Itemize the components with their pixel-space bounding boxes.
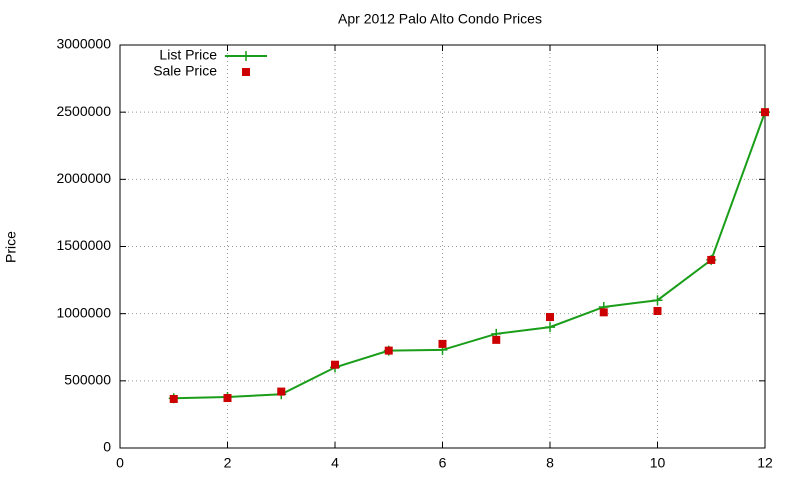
legend-label: Sale Price	[153, 63, 217, 79]
y-tick-label: 1000000	[56, 304, 111, 320]
legend-marker	[242, 68, 250, 76]
x-tick-label: 12	[757, 455, 773, 471]
data-point	[545, 322, 555, 333]
data-point	[707, 255, 716, 264]
plot-frame	[119, 44, 766, 449]
data-point	[277, 387, 286, 396]
x-tick-label: 2	[224, 455, 232, 471]
data-point	[653, 306, 662, 315]
legend-label: List Price	[159, 47, 217, 63]
data-point	[599, 308, 608, 317]
legend-marker	[241, 51, 251, 61]
data-point	[761, 108, 769, 117]
y-tick-label: 2500000	[56, 103, 111, 119]
x-tick-label: 10	[650, 455, 666, 471]
x-tick-label: 4	[331, 455, 339, 471]
x-tick-label: 6	[439, 455, 447, 471]
x-tick-label: 0	[116, 455, 124, 471]
data-point	[169, 394, 178, 403]
y-tick-label: 500000	[64, 372, 111, 388]
data-point	[331, 360, 339, 369]
chart-title: Apr 2012 Palo Alto Condo Prices	[338, 11, 542, 27]
data-point	[652, 295, 663, 306]
y-axis-label: Price	[3, 231, 19, 263]
y-tick-label: 1500000	[56, 237, 111, 253]
data-point	[438, 339, 447, 348]
y-tick-label: 0	[103, 439, 111, 455]
series-line	[173, 111, 766, 400]
data-point	[492, 335, 501, 344]
y-tick-label: 3000000	[56, 36, 111, 52]
data-point	[384, 346, 393, 355]
data-point	[546, 313, 554, 322]
data-point	[223, 394, 232, 403]
y-tick-label: 2000000	[56, 170, 111, 186]
x-tick-label: 8	[546, 455, 554, 471]
